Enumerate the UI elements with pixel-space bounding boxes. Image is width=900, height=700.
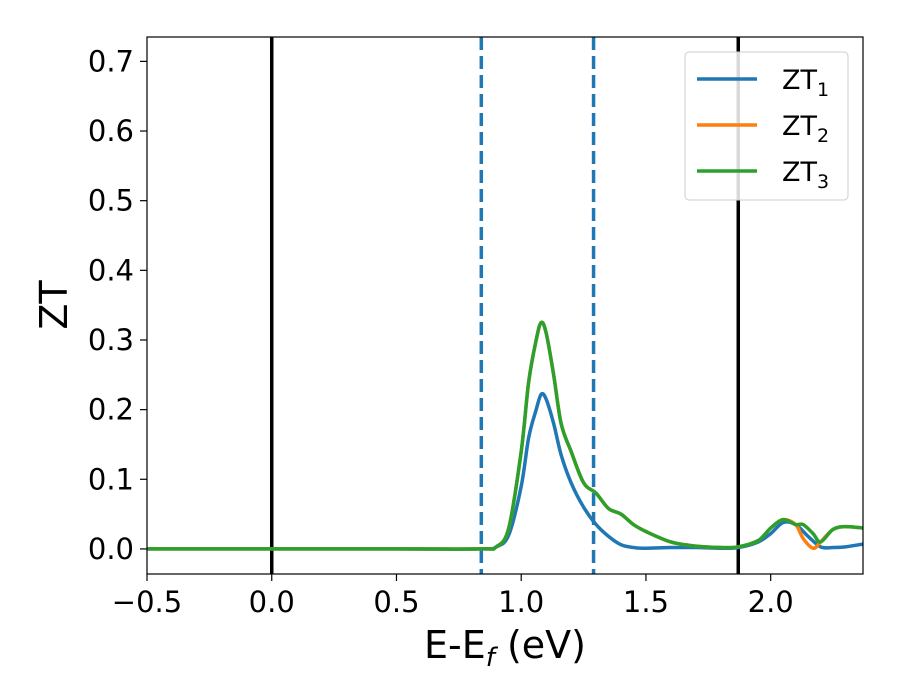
x-tick-label: 1.0	[498, 585, 544, 619]
y-axis-label: ZT	[32, 280, 76, 330]
x-tick-label: 0.0	[249, 585, 295, 619]
legend-box	[684, 51, 849, 201]
y-tick-label: 0.0	[88, 532, 134, 566]
legend-label-zt2: ZT2	[782, 111, 829, 147]
axes-frame	[146, 36, 864, 575]
x-axis-label-main: E-E	[424, 623, 486, 667]
y-tick-label: 0.1	[88, 462, 134, 496]
y-tick-label: 0.6	[88, 114, 134, 148]
y-axis-ticks: 0.0 0.1 0.2 0.3 0.4 0.5 0.6 0.7	[88, 44, 147, 566]
x-axis-ticks: −0.5 0.0 0.5 1.0 1.5 2.0	[112, 574, 794, 619]
y-tick-label: 0.7	[88, 44, 134, 78]
y-tick-label: 0.3	[88, 323, 134, 357]
x-tick-label: 0.5	[373, 585, 419, 619]
series-line-zt3	[147, 320, 863, 551]
series-lines	[147, 320, 863, 551]
y-tick-label: 0.2	[88, 393, 134, 427]
x-axis-label: E-Ef (eV)	[424, 623, 586, 673]
x-tick-label: 1.5	[623, 585, 669, 619]
legend-label-zt3: ZT3	[782, 157, 829, 193]
legend: ZT1 ZT2 ZT3	[684, 51, 849, 201]
legend-label-zt1: ZT1	[782, 65, 829, 101]
x-tick-label: 2.0	[748, 585, 794, 619]
y-tick-label: 0.4	[88, 253, 134, 287]
x-tick-label: −0.5	[112, 585, 182, 619]
y-tick-label: 0.5	[88, 184, 134, 218]
x-axis-label-units: (eV)	[495, 623, 586, 667]
